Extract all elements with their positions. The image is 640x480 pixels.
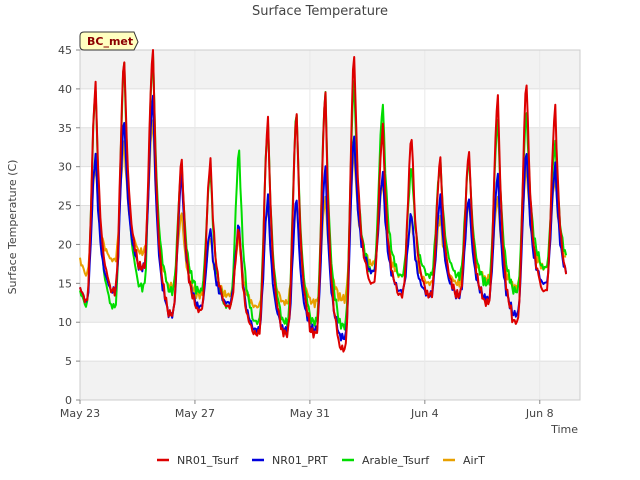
legend: NR01_Tsurf NR01_PRT Arable_Tsurf AirT <box>157 454 485 467</box>
y-tick-label: 45 <box>58 44 72 57</box>
x-tick-label: May 31 <box>290 407 330 420</box>
background-band <box>80 361 580 400</box>
station-badge: BC_met <box>79 31 139 51</box>
y-tick-label: 10 <box>58 316 72 329</box>
legend-label: NR01_Tsurf <box>177 454 239 467</box>
x-axis-ticks: May 23 May 27 May 31 Jun 4 Jun 8 <box>60 400 554 420</box>
chart-title: Surface Temperature <box>252 4 388 19</box>
y-tick-label: 40 <box>58 83 72 96</box>
y-tick-label: 0 <box>65 394 72 407</box>
series-line-nr01-tsurf <box>79 49 568 353</box>
series-lines <box>79 49 568 353</box>
x-tick-label: Jun 4 <box>410 407 439 420</box>
y-tick-label: 25 <box>58 200 72 213</box>
y-tick-label: 15 <box>58 277 72 290</box>
plot-frame <box>79 49 581 401</box>
y-axis-ticks: 0 5 10 15 20 25 30 35 40 45 <box>58 44 80 407</box>
background-band <box>80 50 580 89</box>
x-axis-title: Time <box>550 423 578 436</box>
y-axis-title: Surface Temperature (C) <box>6 160 19 295</box>
station-badge-label: BC_met <box>87 35 133 48</box>
x-tick-label: May 23 <box>60 407 100 420</box>
y-tick-label: 30 <box>58 161 72 174</box>
legend-label: NR01_PRT <box>272 454 328 467</box>
legend-label: Arable_Tsurf <box>362 454 430 467</box>
y-tick-label: 5 <box>65 355 72 368</box>
y-tick-label: 35 <box>58 122 72 135</box>
x-tick-label: Jun 8 <box>525 407 554 420</box>
x-tick-label: May 27 <box>175 407 215 420</box>
y-tick-label: 20 <box>58 238 72 251</box>
legend-label: AirT <box>463 454 485 467</box>
